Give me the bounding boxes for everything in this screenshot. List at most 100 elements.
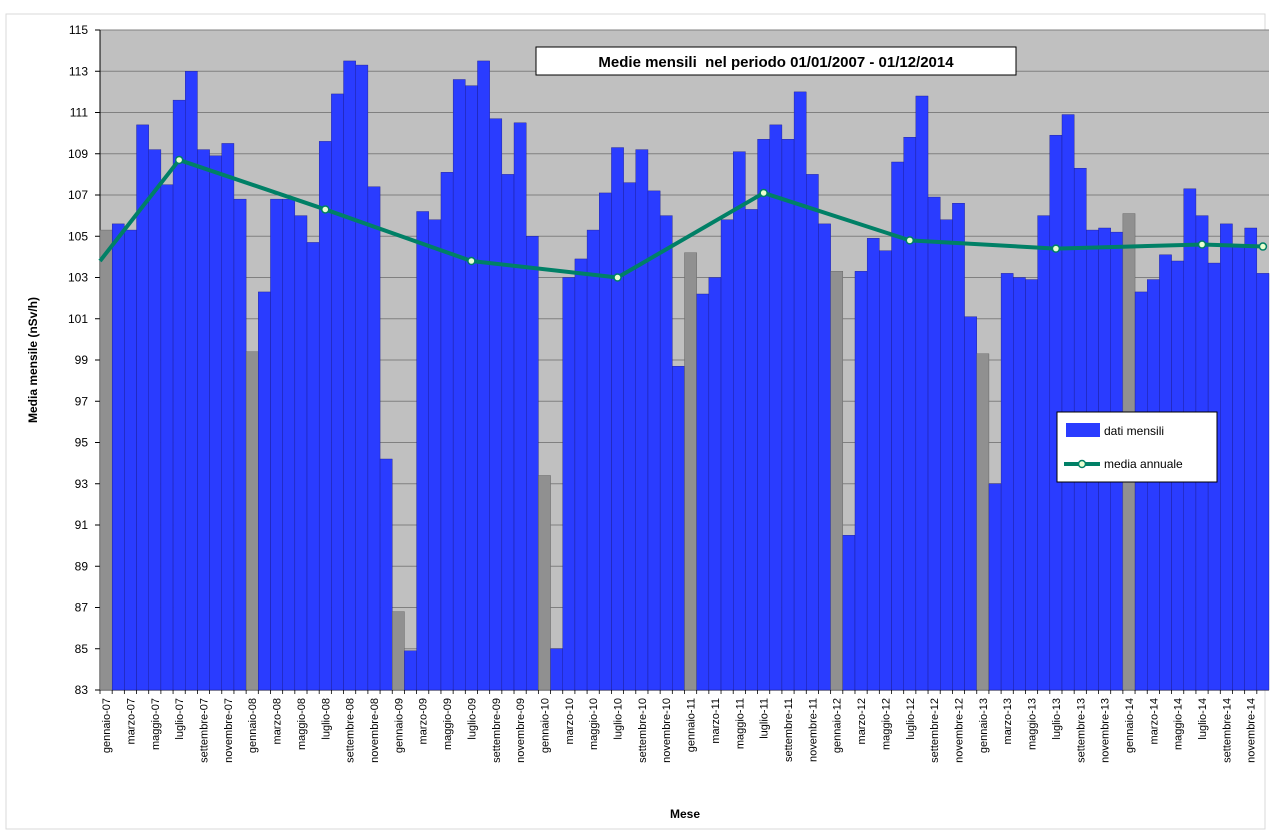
y-tick-label: 93 (75, 477, 89, 491)
legend-bar-swatch (1066, 423, 1100, 437)
bars-dati-mensili (99, 60, 1270, 691)
bar-maggio-08 (294, 215, 308, 691)
bar-settembre-11 (781, 139, 795, 691)
bar-gennaio-09 (392, 611, 405, 691)
x-tick-label: gennaio-14 (1124, 698, 1136, 753)
bar-giugno-09 (452, 79, 466, 691)
y-tick-label: 115 (69, 23, 88, 37)
media-annuale-point (1051, 244, 1061, 253)
y-tick-label: 101 (68, 312, 88, 326)
bar-gennaio-12 (830, 271, 844, 691)
bar-novembre-08 (367, 186, 381, 691)
x-tick-label: novembre-11 (807, 698, 819, 762)
bar-luglio-12 (903, 137, 917, 691)
y-tick-label: 91 (75, 518, 89, 532)
x-tick-label: luglio-07 (174, 698, 186, 740)
x-tick-label: maggio-13 (1027, 698, 1039, 750)
bar-maggio-13 (1025, 279, 1038, 691)
bar-dicembre-14 (1256, 273, 1270, 691)
bar-agosto-10 (623, 182, 636, 691)
legend: dati mensili media annuale (1056, 411, 1218, 483)
bar-novembre-12 (952, 203, 965, 691)
bar-dicembre-12 (964, 316, 977, 691)
bar-febbraio-11 (696, 293, 710, 691)
media-annuale-point (759, 188, 768, 198)
media-annuale-point (467, 256, 476, 266)
media-annuale-point (321, 205, 330, 214)
x-tick-label: marzo-11 (710, 698, 722, 744)
x-tick-label: novembre-10 (661, 698, 673, 763)
y-tick-label: 89 (75, 559, 89, 573)
y-tick-label: 113 (69, 64, 88, 78)
x-tick-label: maggio-14 (1173, 698, 1185, 750)
y-tick-label: 109 (68, 147, 88, 161)
bar-febbraio-07 (111, 223, 125, 691)
x-tick-label: marzo-10 (564, 698, 576, 744)
y-tick-label: 83 (75, 683, 89, 697)
bar-dicembre-07 (233, 198, 247, 691)
media-annuale-point (905, 236, 915, 245)
bar-novembre-14 (1244, 227, 1258, 691)
bar-marzo-09 (416, 211, 429, 691)
x-tick-label: marzo-13 (1002, 698, 1014, 744)
x-tick-label: novembre-12 (953, 698, 965, 763)
bar-ottobre-12 (940, 219, 953, 691)
bar-giugno-12 (891, 161, 904, 691)
bar-aprile-09 (428, 219, 442, 691)
x-tick-label: settembre-09 (491, 698, 503, 763)
chart-title-box: Medie mensili nel periodo 01/01/2007 - 0… (535, 46, 1017, 76)
x-tick-label: luglio-10 (613, 698, 625, 740)
bar-luglio-11 (757, 139, 770, 691)
x-tick-label: marzo-08 (272, 698, 284, 744)
bar-agosto-12 (915, 95, 929, 691)
bar-marzo-13 (1000, 273, 1014, 691)
x-tick-label: maggio-08 (296, 698, 308, 750)
y-tick-label: 103 (68, 271, 88, 285)
bar-settembre-08 (343, 60, 356, 691)
x-tick-label: luglio-09 (466, 698, 478, 740)
x-tick-label: settembre-11 (783, 698, 795, 762)
legend-label-media-annuale: media annuale (1104, 457, 1183, 471)
bar-giugno-08 (306, 242, 320, 691)
bar-giugno-10 (599, 192, 612, 691)
y-tick-label: 85 (75, 642, 89, 656)
media-annuale-point (613, 273, 622, 282)
legend-line-marker (1077, 459, 1087, 469)
x-tick-label: gennaio-09 (393, 698, 405, 753)
bar-dicembre-10 (672, 365, 685, 691)
bar-maggio-12 (879, 250, 892, 691)
bar-gennaio-07 (99, 229, 113, 691)
bar-novembre-09 (513, 122, 527, 691)
bar-novembre-10 (659, 215, 673, 691)
x-tick-label: marzo-12 (856, 698, 868, 744)
bar-luglio-07 (172, 99, 186, 691)
x-tick-label: gennaio-11 (686, 698, 698, 752)
x-tick-label: novembre-13 (1100, 698, 1112, 763)
bar-settembre-09 (489, 118, 503, 691)
bar-marzo-07 (124, 229, 137, 691)
bar-maggio-11 (733, 151, 746, 691)
bar-aprile-10 (574, 258, 588, 691)
bar-ottobre-10 (647, 190, 661, 691)
bar-aprile-11 (720, 219, 734, 691)
bar-ottobre-09 (501, 174, 515, 691)
media-annuale-line (98, 157, 1263, 280)
x-tick-label: novembre-14 (1246, 698, 1258, 763)
bar-settembre-07 (197, 149, 210, 691)
bar-aprile-12 (866, 238, 880, 691)
x-tick-label: luglio-11 (759, 698, 771, 739)
bar-marzo-12 (854, 271, 868, 691)
bar-febbraio-14 (1134, 291, 1148, 691)
bar-ottobre-11 (793, 91, 807, 691)
bar-gennaio-11 (684, 252, 697, 691)
line-media-annuale (98, 155, 1268, 282)
x-tick-label: marzo-14 (1148, 698, 1160, 744)
media-annuale-point (174, 155, 184, 165)
bar-luglio-10 (611, 147, 624, 691)
x-tick-label: gennaio-12 (832, 698, 844, 753)
y-axis-title: Media mensile (nSv/h) (26, 297, 40, 423)
bar-maggio-10 (586, 229, 600, 691)
x-tick-label: maggio-12 (880, 698, 892, 750)
bar-settembre-10 (635, 149, 649, 691)
